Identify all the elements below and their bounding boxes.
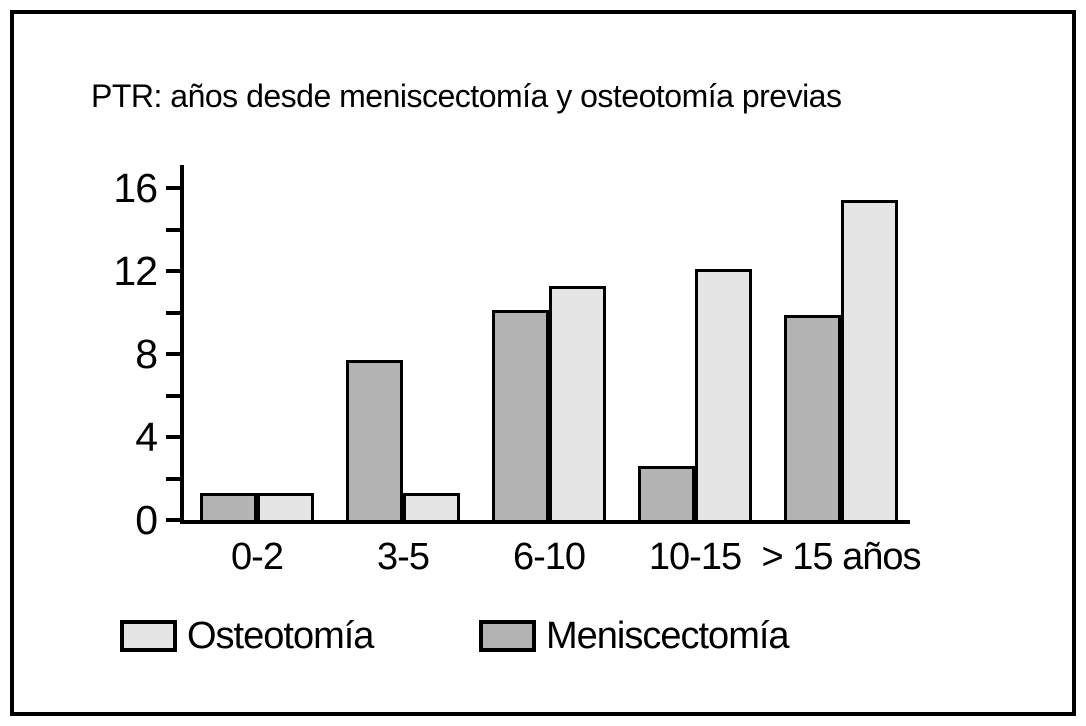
legend-label-osteotomia: Osteotomía	[187, 615, 374, 657]
legend-item-meniscectomia: Meniscectomía	[479, 615, 790, 657]
legend-item-osteotomia: Osteotomía	[120, 615, 374, 657]
y-axis-label-12: 12	[113, 248, 158, 294]
y-axis-label-8: 8	[135, 331, 158, 377]
legend-swatch-osteotomia	[120, 620, 177, 652]
figure-frame: PTR: años desde meniscectomía y osteotom…	[10, 10, 1076, 716]
y-axis-tick-16	[166, 186, 180, 190]
plot-area: 0 4 8 12 16 0-2 3-5 6-10 10-15 > 15 años	[113, 165, 922, 578]
y-axis-tick-14	[166, 227, 180, 232]
y-axis-tick-2	[166, 476, 180, 481]
y-axis-tick-12	[166, 269, 180, 273]
bar-meniscectomia-0-2	[200, 493, 257, 520]
y-axis-label-16: 16	[113, 165, 158, 211]
bar-meniscectomia-10-15	[638, 466, 695, 520]
y-axis-label-0: 0	[135, 497, 158, 543]
x-axis-label-3-5: 3-5	[377, 536, 430, 578]
y-axis-tick-10	[166, 310, 180, 315]
legend-label-meniscectomia: Meniscectomía	[546, 615, 790, 657]
y-axis-tick-0	[166, 518, 180, 522]
y-axis-tick-8	[166, 352, 180, 356]
bar-osteotomia-15-a-os	[841, 200, 898, 520]
bar-meniscectomia-15-a-os	[784, 315, 841, 520]
y-axis-tick-6	[166, 393, 180, 398]
bar-osteotomia-6-10	[549, 286, 606, 520]
y-axis-label-4: 4	[135, 414, 158, 460]
bar-osteotomia-0-2	[257, 493, 314, 520]
x-axis-label-6-10: 6-10	[512, 536, 586, 578]
bar-meniscectomia-6-10	[492, 310, 549, 520]
y-axis-tick-4	[166, 435, 180, 439]
x-axis-label-0-2: 0-2	[231, 536, 284, 578]
bar-osteotomia-10-15	[695, 269, 752, 520]
legend-swatch-meniscectomia	[479, 620, 536, 652]
chart-title: PTR: años desde meniscectomía y osteotom…	[91, 78, 842, 114]
x-axis-label-15-a-os: > 15 años	[761, 536, 922, 578]
bar-osteotomia-3-5	[403, 493, 460, 520]
x-axis-label-10-15: 10-15	[648, 536, 742, 578]
bar-meniscectomia-3-5	[346, 360, 403, 520]
